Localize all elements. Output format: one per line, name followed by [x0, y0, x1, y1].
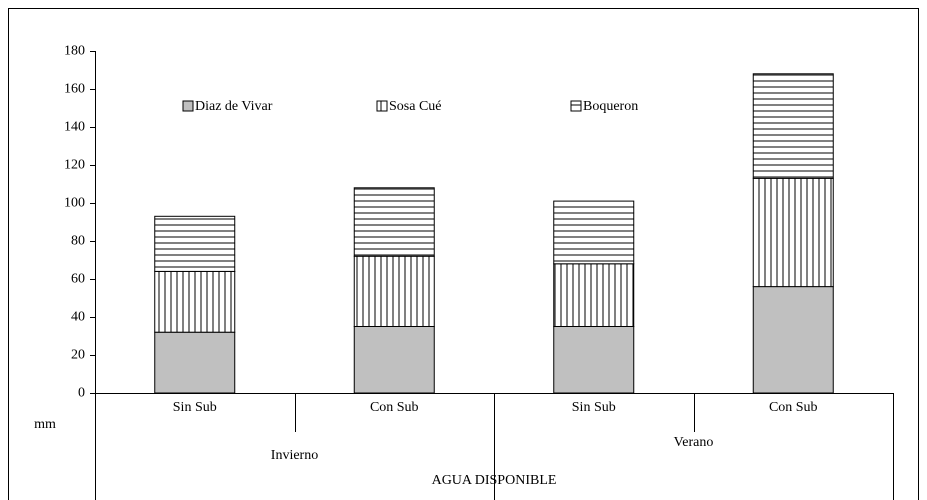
bar-segment	[353, 255, 435, 328]
bar-segment	[752, 286, 834, 394]
frame	[8, 8, 919, 500]
legend-label: Boqueron	[583, 99, 638, 114]
x-tick-label: Sin Sub	[173, 400, 217, 415]
legend-swatch	[376, 100, 388, 112]
y-axis-label: mm	[34, 417, 56, 432]
legend-label: Sosa Cué	[389, 99, 442, 114]
y-tick-label: 120	[64, 158, 85, 173]
bar-segment	[154, 215, 236, 272]
y-tick-label: 60	[71, 272, 85, 287]
bar-segment	[752, 177, 834, 288]
legend-label: Diaz de Vivar	[195, 99, 273, 114]
bar-segment	[553, 326, 635, 394]
x-tick-label: Sin Sub	[572, 400, 616, 415]
x-tick-label: Con Sub	[769, 400, 818, 415]
x-tick-label: Con Sub	[370, 400, 419, 415]
bar-segment	[752, 73, 834, 179]
y-tick-label: 160	[64, 82, 85, 97]
y-tick-label: 40	[71, 310, 85, 325]
bar-segment	[154, 331, 236, 394]
group-label: Invierno	[271, 448, 318, 463]
y-tick-label: 20	[71, 348, 85, 363]
bar-segment	[553, 200, 635, 265]
y-tick-label: 80	[71, 234, 85, 249]
y-tick-label: 140	[64, 120, 85, 135]
y-tick-label: 180	[64, 44, 85, 59]
group-label: Verano	[674, 435, 714, 450]
bar-segment	[154, 270, 236, 333]
bar-segment	[353, 187, 435, 257]
legend-swatch	[570, 100, 582, 112]
y-tick-label: 100	[64, 196, 85, 211]
bar-segment	[553, 263, 635, 327]
legend-swatch	[182, 100, 194, 112]
y-tick-label: 0	[78, 386, 85, 401]
bar-segment	[353, 326, 435, 394]
